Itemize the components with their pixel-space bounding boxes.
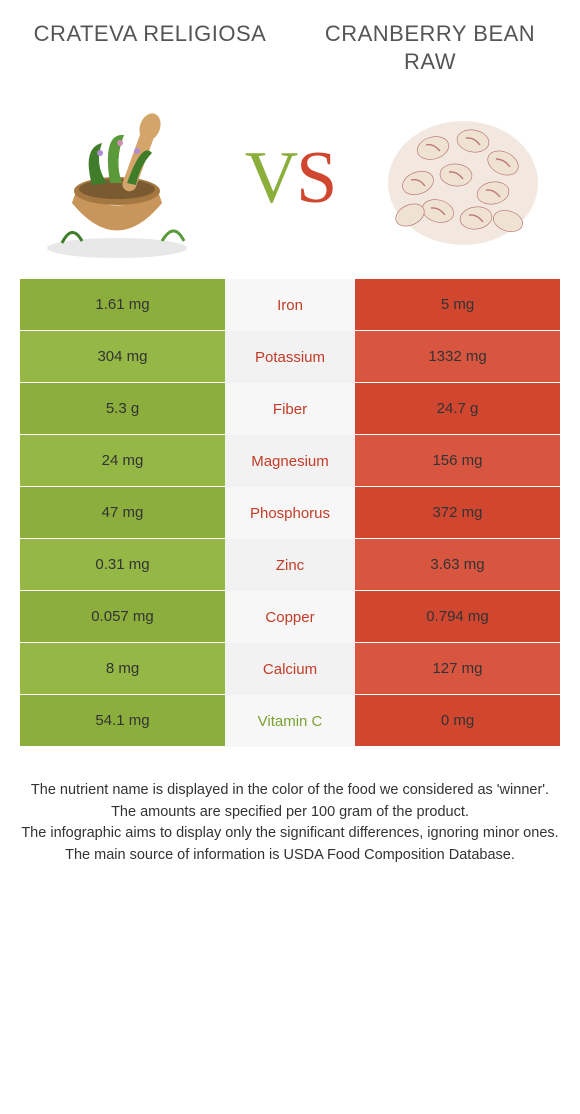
nutrient-name-cell: Potassium: [225, 331, 355, 383]
nutrient-name-cell: Copper: [225, 591, 355, 643]
left-food-title: Crateva religiosa: [30, 20, 270, 75]
left-value-cell: 0.31 mg: [20, 539, 225, 591]
nutrient-name-cell: Phosphorus: [225, 487, 355, 539]
hero-row: VS: [0, 75, 580, 279]
right-value-cell: 1332 mg: [355, 331, 560, 383]
left-value-cell: 8 mg: [20, 643, 225, 695]
right-value-cell: 24.7 g: [355, 383, 560, 435]
left-value-cell: 304 mg: [20, 331, 225, 383]
vs-s: S: [296, 137, 335, 219]
nutrient-name-cell: Calcium: [225, 643, 355, 695]
left-value-cell: 5.3 g: [20, 383, 225, 435]
left-value-cell: 47 mg: [20, 487, 225, 539]
left-food-image: [32, 93, 202, 263]
footnote-line: The infographic aims to display only the…: [18, 824, 562, 844]
footnote-line: The nutrient name is displayed in the co…: [18, 781, 562, 801]
table-row: 8 mgCalcium127 mg: [20, 643, 560, 695]
table-row: 54.1 mgVitamin C0 mg: [20, 695, 560, 747]
header: Crateva religiosa Cranberry bean raw: [0, 0, 580, 75]
right-value-cell: 0.794 mg: [355, 591, 560, 643]
table-row: 304 mgPotassium1332 mg: [20, 331, 560, 383]
nutrient-name-cell: Iron: [225, 279, 355, 331]
table-row: 0.057 mgCopper0.794 mg: [20, 591, 560, 643]
nutrient-name-cell: Zinc: [225, 539, 355, 591]
table-row: 24 mgMagnesium156 mg: [20, 435, 560, 487]
right-food-image: [378, 93, 548, 263]
right-food-title: Cranberry bean raw: [310, 20, 550, 75]
left-value-cell: 0.057 mg: [20, 591, 225, 643]
footnotes: The nutrient name is displayed in the co…: [0, 747, 580, 865]
vs-v: V: [245, 137, 296, 219]
left-value-cell: 24 mg: [20, 435, 225, 487]
table-row: 5.3 gFiber24.7 g: [20, 383, 560, 435]
right-value-cell: 372 mg: [355, 487, 560, 539]
comparison-table: 1.61 mgIron5 mg304 mgPotassium1332 mg5.3…: [20, 279, 560, 747]
left-value-cell: 54.1 mg: [20, 695, 225, 747]
right-value-cell: 5 mg: [355, 279, 560, 331]
right-value-cell: 127 mg: [355, 643, 560, 695]
table-row: 47 mgPhosphorus372 mg: [20, 487, 560, 539]
vs-label: VS: [245, 136, 336, 221]
nutrient-name-cell: Vitamin C: [225, 695, 355, 747]
nutrient-name-cell: Fiber: [225, 383, 355, 435]
footnote-line: The amounts are specified per 100 gram o…: [18, 803, 562, 823]
right-value-cell: 3.63 mg: [355, 539, 560, 591]
nutrient-name-cell: Magnesium: [225, 435, 355, 487]
table-row: 1.61 mgIron5 mg: [20, 279, 560, 331]
left-value-cell: 1.61 mg: [20, 279, 225, 331]
table-row: 0.31 mgZinc3.63 mg: [20, 539, 560, 591]
right-value-cell: 0 mg: [355, 695, 560, 747]
right-value-cell: 156 mg: [355, 435, 560, 487]
footnote-line: The main source of information is USDA F…: [18, 846, 562, 866]
